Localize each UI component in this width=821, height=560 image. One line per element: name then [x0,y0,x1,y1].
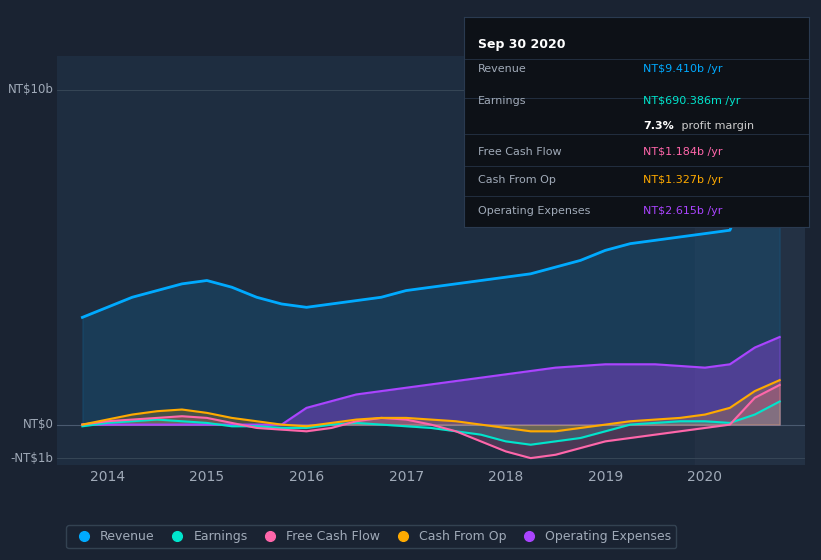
Text: Sep 30 2020: Sep 30 2020 [478,38,565,51]
Text: Free Cash Flow: Free Cash Flow [478,147,562,157]
Legend: Revenue, Earnings, Free Cash Flow, Cash From Op, Operating Expenses: Revenue, Earnings, Free Cash Flow, Cash … [67,525,677,548]
Text: NT$1.327b /yr: NT$1.327b /yr [643,175,722,185]
Text: NT$0: NT$0 [23,418,53,431]
Text: NT$690.386m /yr: NT$690.386m /yr [643,96,741,105]
Text: -NT$1b: -NT$1b [11,451,53,465]
Bar [695,56,805,465]
Text: NT$2.615b /yr: NT$2.615b /yr [643,206,722,216]
Text: Revenue: Revenue [478,64,526,74]
Text: profit margin: profit margin [677,121,754,130]
Text: Cash From Op: Cash From Op [478,175,556,185]
Text: Earnings: Earnings [478,96,526,105]
Text: Operating Expenses: Operating Expenses [478,206,590,216]
Text: NT$1.184b /yr: NT$1.184b /yr [643,147,722,157]
Text: NT$9.410b /yr: NT$9.410b /yr [643,64,722,74]
Text: NT$10b: NT$10b [8,83,53,96]
Text: 7.3%: 7.3% [643,121,674,130]
